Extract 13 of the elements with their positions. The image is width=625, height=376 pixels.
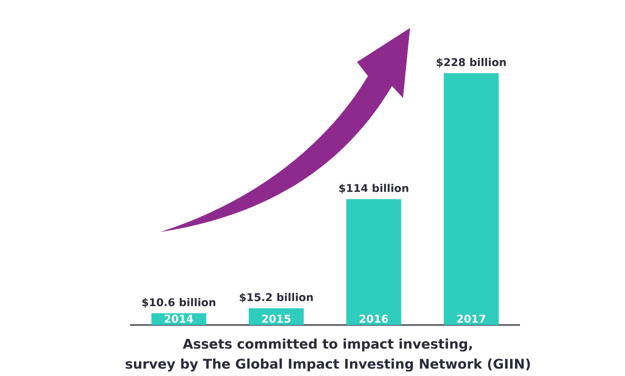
x-tick-label: 2016 [360,314,388,323]
bar [444,73,499,326]
x-tick-label: 2014 [164,314,194,323]
x-tick-label: 2015 [262,314,290,323]
text: survey by The Global Impact Investing Network (GIIN) [126,358,530,372]
data-label: $15.2 billion [240,292,313,303]
bar [248,308,304,326]
bar [346,199,402,326]
x-tick-label: 2017 [457,314,486,323]
data-label: $228 billion [436,58,506,68]
data-label: $114 billion [339,184,408,194]
data-label: $10.6 billion [142,298,216,308]
text: Assets committed to impact investing, [182,338,472,352]
